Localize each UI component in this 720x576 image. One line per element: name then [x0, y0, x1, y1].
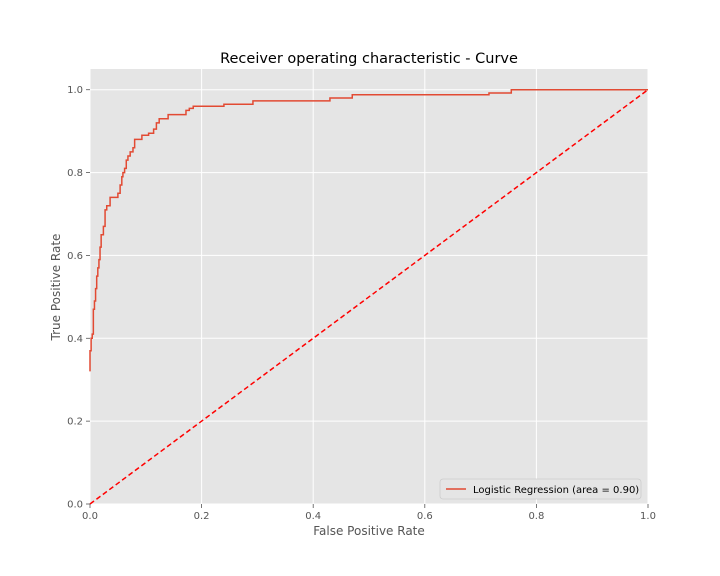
- x-tick-label: 0.8: [528, 511, 544, 522]
- x-tick-label: 0.6: [417, 511, 433, 522]
- chart-title: Receiver operating characteristic - Curv…: [220, 51, 518, 67]
- x-tick-label: 0.4: [305, 511, 321, 522]
- legend-entry-logistic-regression: Logistic Regression (area = 0.90): [473, 485, 639, 496]
- x-tick-label: 1.0: [640, 511, 656, 522]
- y-tick-label: 0.2: [67, 417, 83, 428]
- chance-diagonal-line: [89, 89, 649, 505]
- roc-curve-line: [89, 88, 648, 372]
- y-tick-label: 0.0: [67, 500, 83, 511]
- x-tick-label: 0.2: [194, 511, 210, 522]
- y-axis-label: True Positive Rate: [49, 234, 63, 342]
- plot-background: [90, 69, 648, 504]
- y-tick-label: 0.4: [67, 334, 83, 345]
- legend: Logistic Regression (area = 0.90): [439, 478, 642, 500]
- x-tick-label: 0.0: [82, 511, 98, 522]
- legend-box: [439, 478, 642, 500]
- y-tick-label: 0.8: [67, 168, 83, 179]
- y-tick-label: 1.0: [67, 85, 83, 96]
- x-axis-label: False Positive Rate: [313, 524, 425, 538]
- ticks: 0.0 0.2 0.4 0.6 0.8 1.0 0.0 0.2 0.4 0.6 0.8 1.0: [67, 85, 656, 522]
- y-tick-label: 0.6: [67, 251, 83, 262]
- grid: [89, 69, 649, 505]
- series-layer: [89, 88, 649, 505]
